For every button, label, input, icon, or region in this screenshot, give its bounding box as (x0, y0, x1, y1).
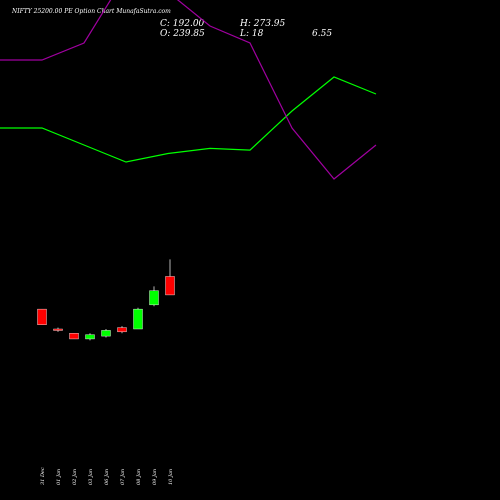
low-value: L: 18 (240, 29, 264, 39)
candle-body (165, 276, 175, 296)
purple-indicator-line (0, 0, 377, 180)
green-indicator-line (0, 76, 377, 163)
candle-body (101, 330, 111, 337)
x-tick-label: 09 Jan (152, 469, 158, 485)
x-tick-label: 03 Jan (88, 469, 94, 485)
x-tick-label: 31 Dec (40, 467, 46, 485)
candle-body (149, 290, 159, 306)
chart-title: NIFTY 25200.00 PE Option Chart MunafaSut… (12, 8, 171, 15)
candle-body (117, 327, 127, 333)
high-value: H: 273.95 (240, 19, 286, 29)
x-tick-label: 08 Jan (136, 469, 142, 485)
candle-body (69, 333, 79, 340)
open-value: O: 239.85 (160, 29, 205, 39)
x-tick-label: 06 Jan (104, 469, 110, 485)
x-tick-label: 10 Jan (168, 469, 174, 485)
x-tick-label: 01 Jan (56, 469, 62, 485)
x-tick-label: 07 Jan (120, 469, 126, 485)
x-tick-label: 02 Jan (72, 469, 78, 485)
candle-body (53, 328, 63, 331)
close-value: C: 192.00 (160, 19, 205, 29)
change-value: 6.55 (312, 29, 333, 39)
candle-body (85, 334, 95, 340)
candle-body (37, 308, 47, 325)
candle-body (133, 308, 143, 330)
